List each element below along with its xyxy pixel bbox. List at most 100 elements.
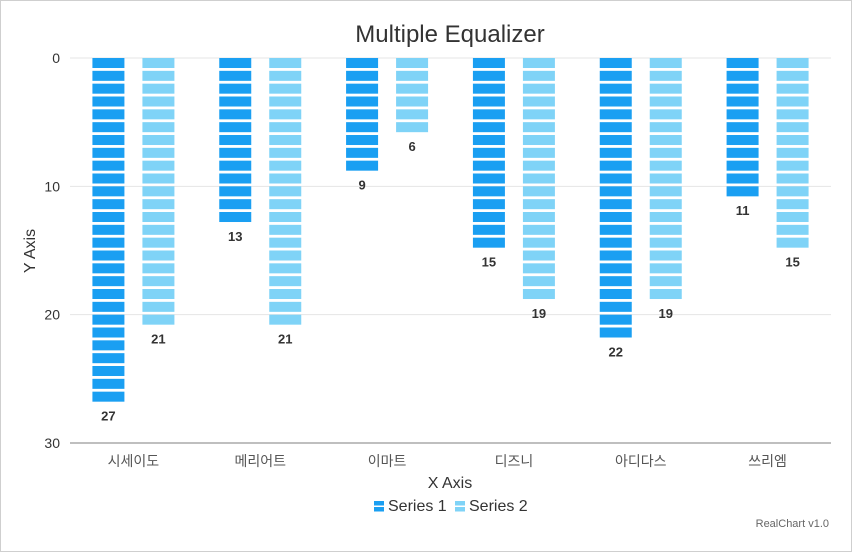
grid-lines xyxy=(70,57,831,444)
bar-segment xyxy=(522,237,555,248)
data-label: 22 xyxy=(609,344,623,359)
bar-segment xyxy=(776,186,809,197)
y-axis-ticks: 0 10 20 30 xyxy=(44,50,60,451)
bar xyxy=(346,58,379,171)
data-label: 27 xyxy=(101,409,115,424)
bar-segment xyxy=(649,96,682,107)
bar-segment xyxy=(92,83,125,94)
bar-segment xyxy=(649,58,682,69)
bar-segment xyxy=(269,237,302,248)
bar-segment xyxy=(269,250,302,261)
bar-segment xyxy=(649,135,682,146)
bar-segment xyxy=(599,83,632,94)
bar-segment xyxy=(142,186,175,197)
bar-segment xyxy=(269,289,302,300)
bar-segment xyxy=(649,173,682,184)
bar-segment xyxy=(92,237,125,248)
bar-segment xyxy=(649,160,682,171)
legend-label: Series 2 xyxy=(469,498,528,515)
bar-segment xyxy=(92,186,125,197)
legend-swatch xyxy=(374,501,384,506)
bar-segment xyxy=(599,301,632,312)
bar-segment xyxy=(269,314,302,325)
bar-segment xyxy=(776,122,809,133)
bar-segment xyxy=(599,224,632,235)
bar-segment xyxy=(522,135,555,146)
legend: Series 1 Series 2 xyxy=(374,498,528,515)
bar-segment xyxy=(92,160,125,171)
y-tick-label: 30 xyxy=(44,435,60,451)
bar-segment xyxy=(396,83,429,94)
bar-segment xyxy=(522,122,555,133)
bar-segment xyxy=(219,70,252,81)
bar-segment xyxy=(219,186,252,197)
bar-segment xyxy=(269,122,302,133)
bar-segment xyxy=(396,58,429,69)
bar-segment xyxy=(522,199,555,210)
bar-segment xyxy=(599,160,632,171)
bar-segment xyxy=(92,135,125,146)
bar-segment xyxy=(142,314,175,325)
bar-segment xyxy=(142,96,175,107)
bar-segment xyxy=(269,147,302,158)
bar-segment xyxy=(269,160,302,171)
bar-segment xyxy=(726,70,759,81)
bar-segment xyxy=(92,353,125,364)
bar-segment xyxy=(472,173,505,184)
bar-segment xyxy=(142,109,175,120)
bar-segment xyxy=(92,173,125,184)
bar-segment xyxy=(649,276,682,287)
bar-segment xyxy=(142,289,175,300)
bar-segment xyxy=(776,212,809,223)
bar-segment xyxy=(269,199,302,210)
bar-segment xyxy=(776,83,809,94)
bar-segment xyxy=(472,109,505,120)
bar-segment xyxy=(219,58,252,69)
bar-segment xyxy=(269,96,302,107)
data-label: 19 xyxy=(532,306,546,321)
bar-segment xyxy=(649,122,682,133)
data-label: 21 xyxy=(151,332,165,347)
bar-segment xyxy=(219,135,252,146)
bar-segment xyxy=(92,212,125,223)
bar-segment xyxy=(599,263,632,274)
bar-segment xyxy=(142,135,175,146)
bar-segment xyxy=(726,173,759,184)
data-label: 11 xyxy=(736,203,750,218)
bar-segment xyxy=(776,237,809,248)
data-label: 21 xyxy=(278,332,292,347)
bar-segment xyxy=(726,135,759,146)
bar-segment xyxy=(599,96,632,107)
bar-segment xyxy=(599,199,632,210)
bar-segment xyxy=(142,263,175,274)
bar-segment xyxy=(649,147,682,158)
data-label: 15 xyxy=(785,255,799,270)
y-axis-title: Y Axis xyxy=(22,229,39,273)
data-label: 15 xyxy=(482,255,496,270)
bar-segment xyxy=(472,83,505,94)
y-tick-label: 20 xyxy=(44,307,60,323)
bar xyxy=(472,58,505,248)
bar-segment xyxy=(142,250,175,261)
legend-label: Series 1 xyxy=(388,498,447,515)
bar-segment xyxy=(396,122,429,133)
bar-segment xyxy=(92,378,125,389)
bar-segment xyxy=(142,147,175,158)
bar-segment xyxy=(346,122,379,133)
bar-segment xyxy=(522,263,555,274)
bar-segment xyxy=(776,160,809,171)
bar-segment xyxy=(599,276,632,287)
bar-segment xyxy=(396,70,429,81)
bar-segment xyxy=(92,199,125,210)
bar-segment xyxy=(219,160,252,171)
bar-segment xyxy=(472,96,505,107)
bar-segment xyxy=(649,70,682,81)
bar-segment xyxy=(269,83,302,94)
bar-segment xyxy=(269,70,302,81)
bar-segment xyxy=(92,314,125,325)
bar-segment xyxy=(522,224,555,235)
bar-segment xyxy=(599,122,632,133)
x-axis-title: X Axis xyxy=(428,475,472,492)
bar-segment xyxy=(219,199,252,210)
